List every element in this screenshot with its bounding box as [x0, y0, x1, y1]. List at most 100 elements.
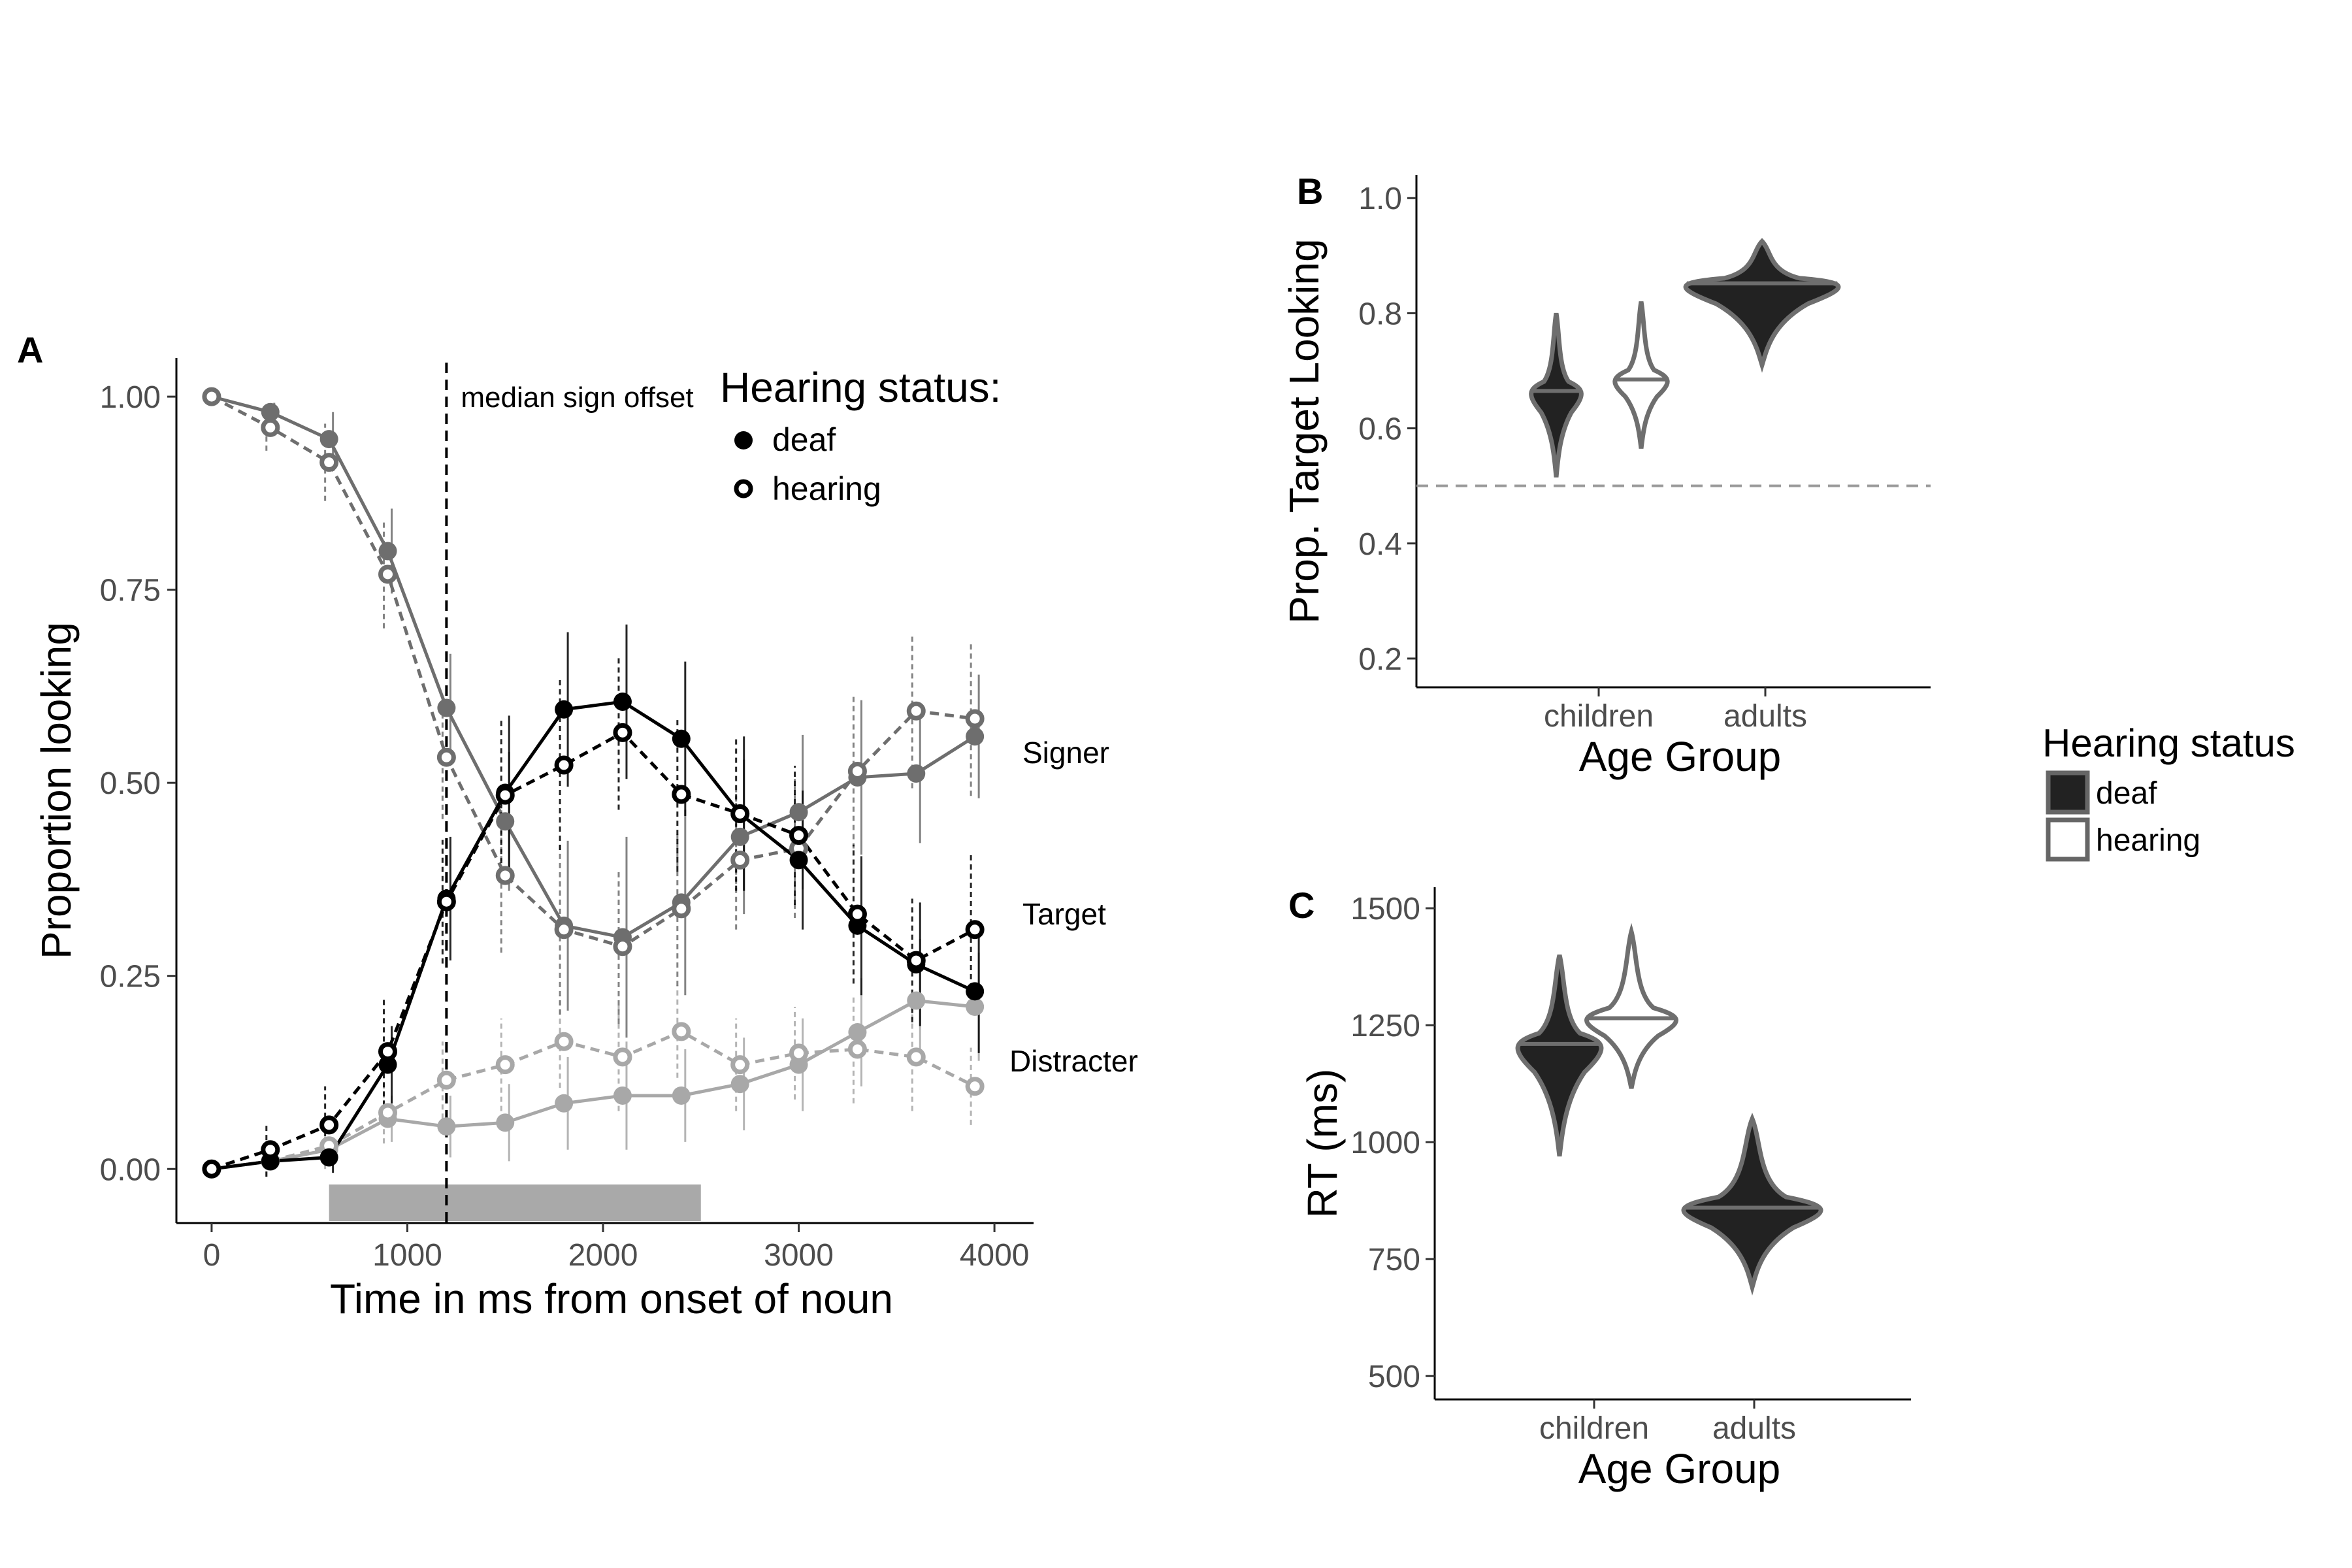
- panel-a-x-tick-label: 1000: [372, 1238, 442, 1273]
- panel-c-y-tick-label: 750: [1368, 1243, 1420, 1277]
- panel-c-violin-children-hearing: [1584, 923, 1678, 1089]
- panel-a-y-tick-label: 0.75: [100, 574, 161, 608]
- panel-a-point: [378, 564, 398, 584]
- panel-a-region-label: Signer: [1022, 736, 1109, 770]
- panel-a-y-tick-label: 1.00: [100, 380, 161, 415]
- panel-a-point: [437, 698, 456, 717]
- panel-a-region-label: Target: [1022, 897, 1106, 931]
- panel-a-point: [437, 1117, 456, 1136]
- panel-c-x-tick-label: children: [1539, 1411, 1649, 1446]
- panel-a-point: [672, 785, 691, 804]
- panel-a-legend-title: Hearing status:: [720, 364, 1001, 411]
- panel-a-point: [495, 866, 515, 885]
- panel-a-point: [319, 453, 339, 472]
- panel-a-point: [847, 904, 867, 924]
- panel-a-x-tick-label: 4000: [960, 1238, 1030, 1273]
- shared-legend-title: Hearing status: [2042, 721, 2295, 765]
- panel-a-point: [554, 755, 574, 775]
- panel-a-x-tick-label: 2000: [568, 1238, 638, 1273]
- panel-a-point: [319, 1115, 339, 1135]
- panel-a-point: [730, 804, 750, 823]
- panel-a-point: [378, 1055, 397, 1074]
- panel-a-point: [202, 387, 221, 406]
- panel-a-point: [847, 761, 867, 781]
- panel-a-median-sign-offset-label: median sign offset: [461, 382, 693, 414]
- panel-b-y-tick-label: 0.2: [1358, 642, 1402, 677]
- panel-a-legend-label-deaf: deaf: [772, 421, 836, 458]
- panel-a-point: [965, 1077, 985, 1096]
- panel-a-point: [436, 892, 456, 911]
- panel-label-c: C: [1288, 885, 1315, 926]
- panel-a-point: [906, 1047, 926, 1067]
- panel-a-point: [789, 826, 809, 845]
- panel-a-point: [906, 951, 926, 970]
- panel-a-point: [613, 1086, 632, 1105]
- panel-a-series-line: [210, 395, 975, 949]
- panel-b-violin-children-hearing: [1612, 301, 1670, 449]
- panel-c-violin-adults-deaf: [1681, 1113, 1823, 1296]
- panel-a-point: [261, 417, 280, 437]
- panel-a-point: [730, 827, 749, 846]
- panel-a-point: [730, 1055, 750, 1075]
- panel-a-series-line: [211, 1030, 976, 1171]
- panel-c-x-tick-label: adults: [1712, 1411, 1796, 1446]
- panel-a-analysis-window: [329, 1184, 701, 1221]
- panel-a-point: [730, 1075, 749, 1094]
- panel-a-point: [496, 1113, 515, 1132]
- panel-a-point: [613, 693, 632, 711]
- panel-a-point: [554, 1032, 574, 1051]
- panel-a-point: [436, 747, 456, 767]
- panel-b-y-tick-label: 1.0: [1358, 182, 1402, 216]
- panel-c-y-tick-label: 1500: [1350, 892, 1420, 926]
- panel-a-legend-label-hearing: hearing: [772, 470, 881, 507]
- panel-a-point: [672, 1022, 691, 1041]
- panel-a-point: [965, 709, 985, 728]
- panel-a-point: [554, 920, 574, 939]
- panel-c-y-tick-label: 1000: [1350, 1126, 1420, 1160]
- shared-legend-key-hearing: [2046, 817, 2090, 862]
- panel-a-point: [907, 991, 926, 1010]
- panel-a-point: [555, 700, 574, 719]
- panel-a-point: [613, 1047, 632, 1067]
- panel-b-violin-adults-deaf: [1683, 238, 1841, 373]
- panel-b-x-axis-title: Age Group: [1579, 733, 1782, 780]
- panel-c-y-tick-label: 500: [1368, 1360, 1420, 1394]
- panel-a-point: [789, 851, 808, 870]
- panel-b-violin-children-deaf: [1529, 312, 1584, 478]
- panel-a-point: [261, 1140, 280, 1160]
- panel-a-point: [378, 1042, 398, 1062]
- panel-a-x-axis-title: Time in ms from onset of noun: [330, 1275, 893, 1322]
- panel-a-point: [319, 430, 338, 449]
- panel-a-line-chart: 0 1000 2000 3000 4000 0.00 0.25 0.50 0.75 1.00 Tim…: [33, 358, 1138, 1322]
- panel-a-point: [613, 723, 632, 742]
- panel-a-point: [378, 1103, 398, 1122]
- panel-a-point: [789, 803, 808, 822]
- shared-legend-label-hearing: hearing: [2096, 823, 2200, 858]
- panel-a-point: [966, 998, 985, 1016]
- panel-a-point: [495, 785, 515, 805]
- panel-a-y-tick-label: 0.50: [100, 766, 161, 801]
- panel-a-legend-key-hearing: [734, 479, 753, 498]
- panel-a-x-tick-label: 3000: [764, 1238, 834, 1273]
- panel-a-point: [789, 1043, 809, 1063]
- panel-a-point: [261, 402, 280, 421]
- panel-a-point: [202, 1159, 221, 1179]
- panel-a-point: [906, 701, 926, 721]
- panel-a-point: [672, 1086, 691, 1105]
- panel-c-y-axis-title: RT (ms): [1299, 1069, 1346, 1218]
- panel-a-y-tick-label: 0.00: [100, 1152, 161, 1187]
- panel-a-point: [378, 542, 397, 561]
- panel-b-y-tick-label: 0.8: [1358, 297, 1402, 331]
- panel-b-y-axis-title: Prop. Target Looking: [1281, 238, 1328, 623]
- panel-b-x-tick-label: children: [1544, 699, 1654, 734]
- shared-legend-key-deaf: [2046, 770, 2090, 815]
- panel-a-y-tick-label: 0.25: [100, 960, 161, 994]
- panel-a-point: [965, 920, 985, 939]
- panel-c-violin-children-deaf: [1515, 954, 1604, 1157]
- shared-legend-label-deaf: deaf: [2096, 776, 2157, 811]
- panel-a-point: [672, 729, 691, 748]
- panel-c-y-tick-label: 1250: [1350, 1009, 1420, 1043]
- panel-b-y-tick-label: 0.6: [1358, 412, 1402, 447]
